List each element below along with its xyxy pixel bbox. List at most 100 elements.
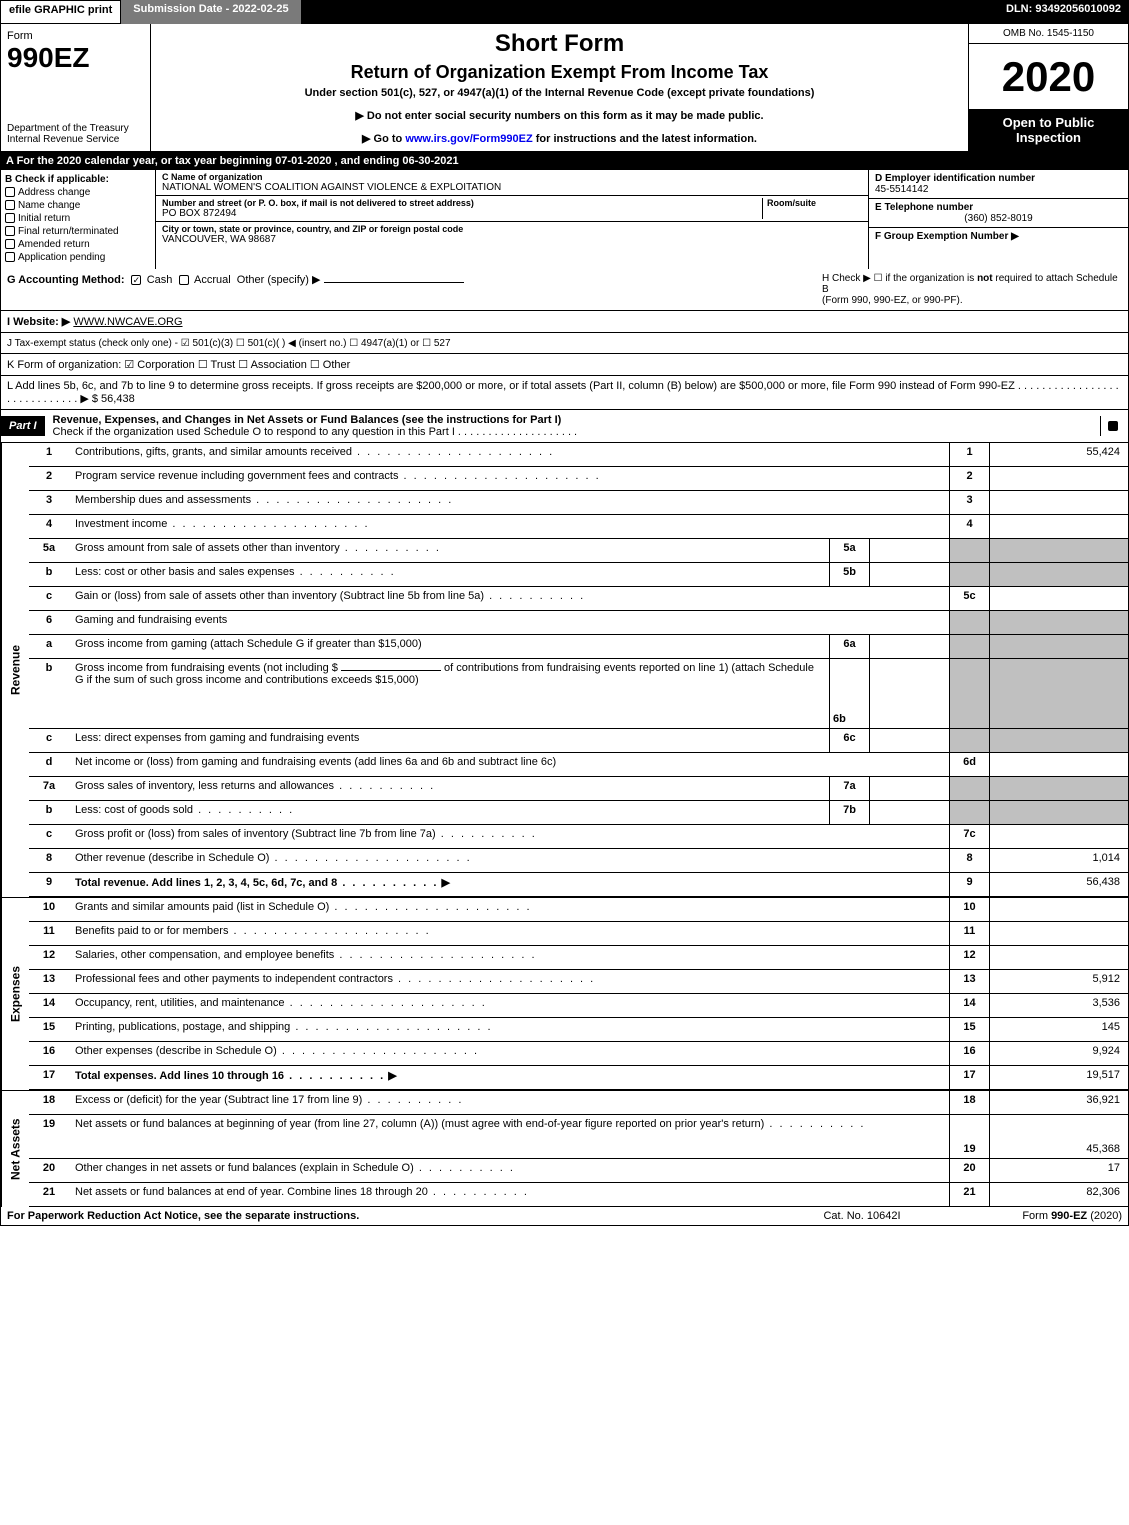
row-16-desc: Other expenses (describe in Schedule O): [69, 1042, 949, 1065]
row-5c-amt: [989, 587, 1129, 610]
row-7b-desc: Less: cost of goods sold: [69, 801, 829, 824]
netassets-section: Net Assets 18Excess or (deficit) for the…: [0, 1090, 1129, 1207]
org-name-label: C Name of organization: [162, 172, 862, 182]
dept-treasury: Department of the Treasury Internal Reve…: [7, 123, 144, 145]
efile-print-label[interactable]: efile GRAPHIC print: [0, 0, 121, 24]
line-k: K Form of organization: ☑ Corporation ☐ …: [0, 354, 1129, 376]
chk-amended-return[interactable]: Amended return: [5, 239, 151, 250]
row-17-desc: Total expenses. Add lines 10 through 16: [69, 1066, 949, 1089]
form-label: Form: [7, 30, 144, 42]
chk-application-pending[interactable]: Application pending: [5, 252, 151, 263]
row-15-amt: 145: [989, 1018, 1129, 1041]
chk-address-change[interactable]: Address change: [5, 187, 151, 198]
title-short-form: Short Form: [157, 30, 962, 58]
row-18-amt: 36,921: [989, 1091, 1129, 1114]
row-9-amt: 56,438: [989, 873, 1129, 896]
form-header: Form 990EZ Department of the Treasury In…: [0, 24, 1129, 152]
part1-title: Revenue, Expenses, and Changes in Net As…: [45, 410, 1100, 442]
chk-final-return[interactable]: Final return/terminated: [5, 226, 151, 237]
line-a: A For the 2020 calendar year, or tax yea…: [0, 152, 1129, 170]
header-right: OMB No. 1545-1150 2020 Open to Public In…: [968, 24, 1128, 151]
row-12-amt: [989, 946, 1129, 969]
part1-check[interactable]: [1100, 416, 1128, 436]
row-6b-desc: Gross income from fundraising events (no…: [69, 659, 829, 728]
line-i: I Website: ▶ WWW.NWCAVE.ORG: [0, 311, 1129, 333]
row-10-desc: Grants and similar amounts paid (list in…: [69, 898, 949, 921]
info-block: B Check if applicable: Address change Na…: [0, 170, 1129, 269]
title-return: Return of Organization Exempt From Incom…: [157, 62, 962, 83]
header-left: Form 990EZ Department of the Treasury In…: [1, 24, 151, 151]
section-b-header: B Check if applicable:: [5, 174, 151, 185]
chk-name-change[interactable]: Name change: [5, 200, 151, 211]
row-6d-amt: [989, 753, 1129, 776]
line-g: G Accounting Method: Cash Accrual Other …: [7, 273, 812, 306]
city-value: VANCOUVER, WA 98687: [162, 234, 862, 245]
row-2-amt: [989, 467, 1129, 490]
row-12-desc: Salaries, other compensation, and employ…: [69, 946, 949, 969]
line-gh: G Accounting Method: Cash Accrual Other …: [0, 269, 1129, 311]
header-center: Short Form Return of Organization Exempt…: [151, 24, 968, 151]
section-c: C Name of organization NATIONAL WOMEN'S …: [156, 170, 868, 269]
row-6-desc: Gaming and fundraising events: [69, 611, 949, 634]
top-bar: efile GRAPHIC print Submission Date - 20…: [0, 0, 1129, 24]
line-l: L Add lines 5b, 6c, and 7b to line 9 to …: [0, 376, 1129, 410]
row-7c-amt: [989, 825, 1129, 848]
submission-date: Submission Date - 2022-02-25: [121, 0, 302, 24]
row-9-desc: Total revenue. Add lines 1, 2, 3, 4, 5c,…: [69, 873, 949, 896]
row-6d-desc: Net income or (loss) from gaming and fun…: [69, 753, 949, 776]
group-exemption-label: F Group Exemption Number ▶: [875, 231, 1122, 242]
row-5b-desc: Less: cost or other basis and sales expe…: [69, 563, 829, 586]
ein-value: 45-5514142: [875, 184, 1122, 195]
row-14-amt: 3,536: [989, 994, 1129, 1017]
form-number: 990EZ: [7, 42, 144, 74]
row-3-amt: [989, 491, 1129, 514]
addr-value: PO BOX 872494: [162, 208, 762, 219]
instr-link: ▶ Go to www.irs.gov/Form990EZ for instru…: [157, 132, 962, 145]
row-8-desc: Other revenue (describe in Schedule O): [69, 849, 949, 872]
chk-cash[interactable]: [131, 275, 141, 285]
section-b: B Check if applicable: Address change Na…: [1, 170, 156, 269]
row-4-amt: [989, 515, 1129, 538]
row-3-desc: Membership dues and assessments: [69, 491, 949, 514]
form-ref: Form 990-EZ (2020): [962, 1210, 1122, 1222]
row-1-amt: 55,424: [989, 443, 1129, 466]
row-1-desc: Contributions, gifts, grants, and simila…: [69, 443, 949, 466]
row-21-desc: Net assets or fund balances at end of ye…: [69, 1183, 949, 1206]
line-j: J Tax-exempt status (check only one) - ☑…: [0, 333, 1129, 354]
row-17-amt: 19,517: [989, 1066, 1129, 1089]
title-note: Under section 501(c), 527, or 4947(a)(1)…: [157, 87, 962, 99]
chk-initial-return[interactable]: Initial return: [5, 213, 151, 224]
row-19-amt: 45,368: [989, 1115, 1129, 1158]
row-7a-desc: Gross sales of inventory, less returns a…: [69, 777, 829, 800]
row-16-amt: 9,924: [989, 1042, 1129, 1065]
row-21-amt: 82,306: [989, 1183, 1129, 1206]
city-label: City or town, state or province, country…: [162, 224, 862, 234]
instr-ssn: ▶ Do not enter social security numbers o…: [157, 109, 962, 122]
expenses-side-label: Expenses: [1, 898, 29, 1090]
row-15-desc: Printing, publications, postage, and shi…: [69, 1018, 949, 1041]
row-19-desc: Net assets or fund balances at beginning…: [69, 1115, 949, 1158]
ein-label: D Employer identification number: [875, 173, 1122, 184]
omb-number: OMB No. 1545-1150: [969, 24, 1128, 44]
row-7c-desc: Gross profit or (loss) from sales of inv…: [69, 825, 949, 848]
website-value[interactable]: WWW.NWCAVE.ORG: [73, 316, 182, 328]
row-5a-desc: Gross amount from sale of assets other t…: [69, 539, 829, 562]
phone-label: E Telephone number: [875, 202, 1122, 213]
chk-accrual[interactable]: [179, 275, 189, 285]
row-11-desc: Benefits paid to or for members: [69, 922, 949, 945]
irs-link[interactable]: www.irs.gov/Form990EZ: [405, 133, 532, 145]
line-h: H Check ▶ ☐ if the organization is not r…: [812, 273, 1122, 306]
org-name: NATIONAL WOMEN'S COALITION AGAINST VIOLE…: [162, 182, 862, 193]
row-11-amt: [989, 922, 1129, 945]
expenses-section: Expenses 10Grants and similar amounts pa…: [0, 897, 1129, 1090]
row-5c-desc: Gain or (loss) from sale of assets other…: [69, 587, 949, 610]
row-2-desc: Program service revenue including govern…: [69, 467, 949, 490]
footer: For Paperwork Reduction Act Notice, see …: [0, 1207, 1129, 1226]
part1-header: Part I Revenue, Expenses, and Changes in…: [0, 410, 1129, 443]
dln-label: DLN: 93492056010092: [998, 0, 1129, 24]
row-13-amt: 5,912: [989, 970, 1129, 993]
addr-label: Number and street (or P. O. box, if mail…: [162, 198, 762, 208]
phone-value: (360) 852-8019: [875, 213, 1122, 224]
room-label: Room/suite: [767, 198, 862, 208]
row-6c-desc: Less: direct expenses from gaming and fu…: [69, 729, 829, 752]
